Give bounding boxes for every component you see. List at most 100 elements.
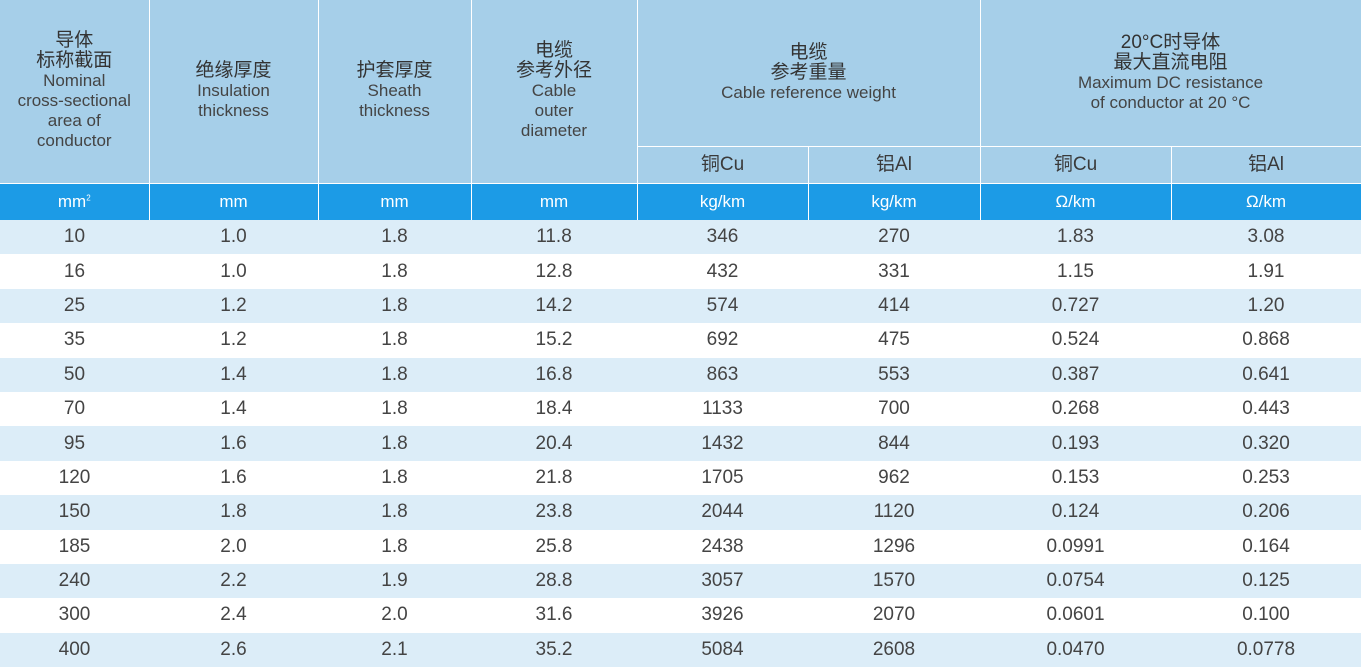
- cell-area: 10: [0, 220, 149, 255]
- table-row: 25 1.2 1.8 14.2 574 414 0.727 1.20: [0, 288, 1361, 324]
- header-diameter-zh-line2: 参考外径: [515, 60, 592, 82]
- cell-area: 185: [0, 529, 149, 564]
- header-diameter-en-line3: diameter: [520, 121, 588, 141]
- cell-sheath: 2.0: [318, 598, 471, 633]
- table-row: 300 2.4 2.0 31.6 3926 2070 0.0601 0.100: [0, 598, 1361, 633]
- table-row: 16 1.0 1.8 12.8 432 331 1.15 1.91: [0, 254, 1361, 289]
- cell-weight-cu: 1133: [637, 391, 808, 427]
- unit-area: mm2: [0, 183, 150, 220]
- cell-diameter: 31.6: [471, 598, 637, 633]
- header-diameter-zh-line1: 电缆: [534, 40, 573, 62]
- header-area-zh-line2: 标称截面: [36, 50, 113, 72]
- cell-area: 400: [0, 632, 149, 668]
- cell-resistance-cu: 0.524: [980, 323, 1172, 358]
- cell-insulation: 1.6: [149, 426, 318, 461]
- cell-insulation: 2.4: [149, 598, 318, 633]
- cell-resistance-al: 0.125: [1171, 563, 1361, 599]
- unit-area-superscript: 2: [86, 193, 91, 203]
- cell-diameter: 14.2: [471, 288, 637, 324]
- cell-insulation: 1.4: [149, 391, 318, 427]
- cell-sheath: 1.8: [318, 323, 471, 358]
- cell-resistance-al: 0.164: [1171, 529, 1361, 564]
- header-row: 导体 标称截面 Nominal cross-sectional area of …: [0, 0, 1361, 184]
- unit-resistance-cu: Ω/km: [980, 183, 1172, 220]
- cell-sheath: 2.1: [318, 632, 471, 668]
- header-area-zh-line1: 导体: [55, 30, 94, 52]
- header-insulation-en-line2: thickness: [198, 101, 269, 121]
- cell-weight-al: 270: [808, 220, 981, 255]
- cell-resistance-cu: 0.727: [980, 288, 1172, 324]
- cell-resistance-cu: 0.268: [980, 391, 1172, 427]
- cell-weight-al: 700: [808, 391, 981, 427]
- cell-diameter: 11.8: [471, 220, 637, 255]
- cell-area: 25: [0, 288, 149, 324]
- cell-diameter: 35.2: [471, 632, 637, 668]
- cell-weight-al: 1570: [808, 563, 981, 599]
- header-sheath-en-line1: Sheath: [367, 81, 422, 101]
- cell-diameter: 25.8: [471, 529, 637, 564]
- cell-sheath: 1.8: [318, 529, 471, 564]
- header-weight-zh-line1: 电缆: [789, 41, 828, 63]
- header-insulation-zh: 绝缘厚度: [195, 60, 272, 82]
- cell-area: 120: [0, 460, 149, 496]
- header-insulation-en-line1: Insulation: [197, 81, 270, 101]
- cell-insulation: 1.4: [149, 357, 318, 392]
- table-row: 95 1.6 1.8 20.4 1432 844 0.193 0.320: [0, 426, 1361, 461]
- cell-weight-al: 1120: [808, 495, 981, 530]
- cell-area: 150: [0, 495, 149, 530]
- cell-resistance-al: 0.320: [1171, 426, 1361, 461]
- cell-weight-al: 414: [808, 288, 981, 324]
- unit-weight-al: kg/km: [808, 183, 981, 220]
- cell-resistance-cu: 0.124: [980, 495, 1172, 530]
- cell-sheath: 1.8: [318, 220, 471, 255]
- header-resistance-en-line1: Maximum DC resistance: [1077, 72, 1264, 92]
- unit-resistance-al: Ω/km: [1171, 183, 1361, 220]
- table-row: 150 1.8 1.8 23.8 2044 1120 0.124 0.206: [0, 495, 1361, 530]
- cell-weight-cu: 1705: [637, 460, 808, 496]
- cell-resistance-al: 0.206: [1171, 495, 1361, 530]
- cell-insulation: 2.0: [149, 529, 318, 564]
- cell-sheath: 1.8: [318, 357, 471, 392]
- cell-resistance-al: 0.443: [1171, 391, 1361, 427]
- header-sheath-thickness: 护套厚度 Sheath thickness: [318, 0, 472, 184]
- unit-diameter: mm: [471, 183, 638, 220]
- cell-resistance-cu: 0.0601: [980, 598, 1172, 633]
- cell-weight-cu: 432: [637, 254, 808, 289]
- cell-resistance-cu: 1.83: [980, 220, 1172, 255]
- header-area-en-line1: Nominal: [43, 71, 106, 91]
- header-resistance-zh-line2: 最大直流电阻: [1113, 51, 1228, 73]
- cell-weight-al: 844: [808, 426, 981, 461]
- cell-resistance-cu: 0.0991: [980, 529, 1172, 564]
- cell-sheath: 1.8: [318, 426, 471, 461]
- header-area-en-line2: cross-sectional: [17, 91, 131, 111]
- header-weight-en: Cable reference weight: [721, 82, 896, 102]
- cell-weight-al: 2070: [808, 598, 981, 633]
- cell-resistance-al: 1.20: [1171, 288, 1361, 324]
- cell-weight-cu: 5084: [637, 632, 808, 668]
- cell-weight-cu: 1432: [637, 426, 808, 461]
- header-resistance-en-line2: of conductor at 20 °C: [1090, 92, 1251, 112]
- header-sheath-en-line2: thickness: [359, 101, 430, 121]
- header-diameter-en-line1: Cable: [531, 81, 577, 101]
- cell-weight-al: 1296: [808, 529, 981, 564]
- cell-resistance-al: 1.91: [1171, 254, 1361, 289]
- header-nominal-area: 导体 标称截面 Nominal cross-sectional area of …: [0, 0, 150, 184]
- table-row: 120 1.6 1.8 21.8 1705 962 0.153 0.253: [0, 460, 1361, 496]
- cell-weight-al: 962: [808, 460, 981, 496]
- cell-insulation: 1.6: [149, 460, 318, 496]
- cell-area: 50: [0, 357, 149, 392]
- cell-diameter: 28.8: [471, 563, 637, 599]
- cell-weight-cu: 2438: [637, 529, 808, 564]
- subheader-resistance-al: 铝Al: [1171, 146, 1361, 184]
- cell-resistance-al: 0.641: [1171, 357, 1361, 392]
- cell-diameter: 18.4: [471, 391, 637, 427]
- cell-weight-al: 331: [808, 254, 981, 289]
- header-reference-weight: 电缆 参考重量 Cable reference weight: [637, 0, 981, 147]
- cell-sheath: 1.8: [318, 254, 471, 289]
- table-row: 35 1.2 1.8 15.2 692 475 0.524 0.868: [0, 323, 1361, 358]
- cell-sheath: 1.8: [318, 288, 471, 324]
- table-row: 50 1.4 1.8 16.8 863 553 0.387 0.641: [0, 357, 1361, 392]
- table-row: 10 1.0 1.8 11.8 346 270 1.83 3.08: [0, 220, 1361, 255]
- cell-sheath: 1.9: [318, 563, 471, 599]
